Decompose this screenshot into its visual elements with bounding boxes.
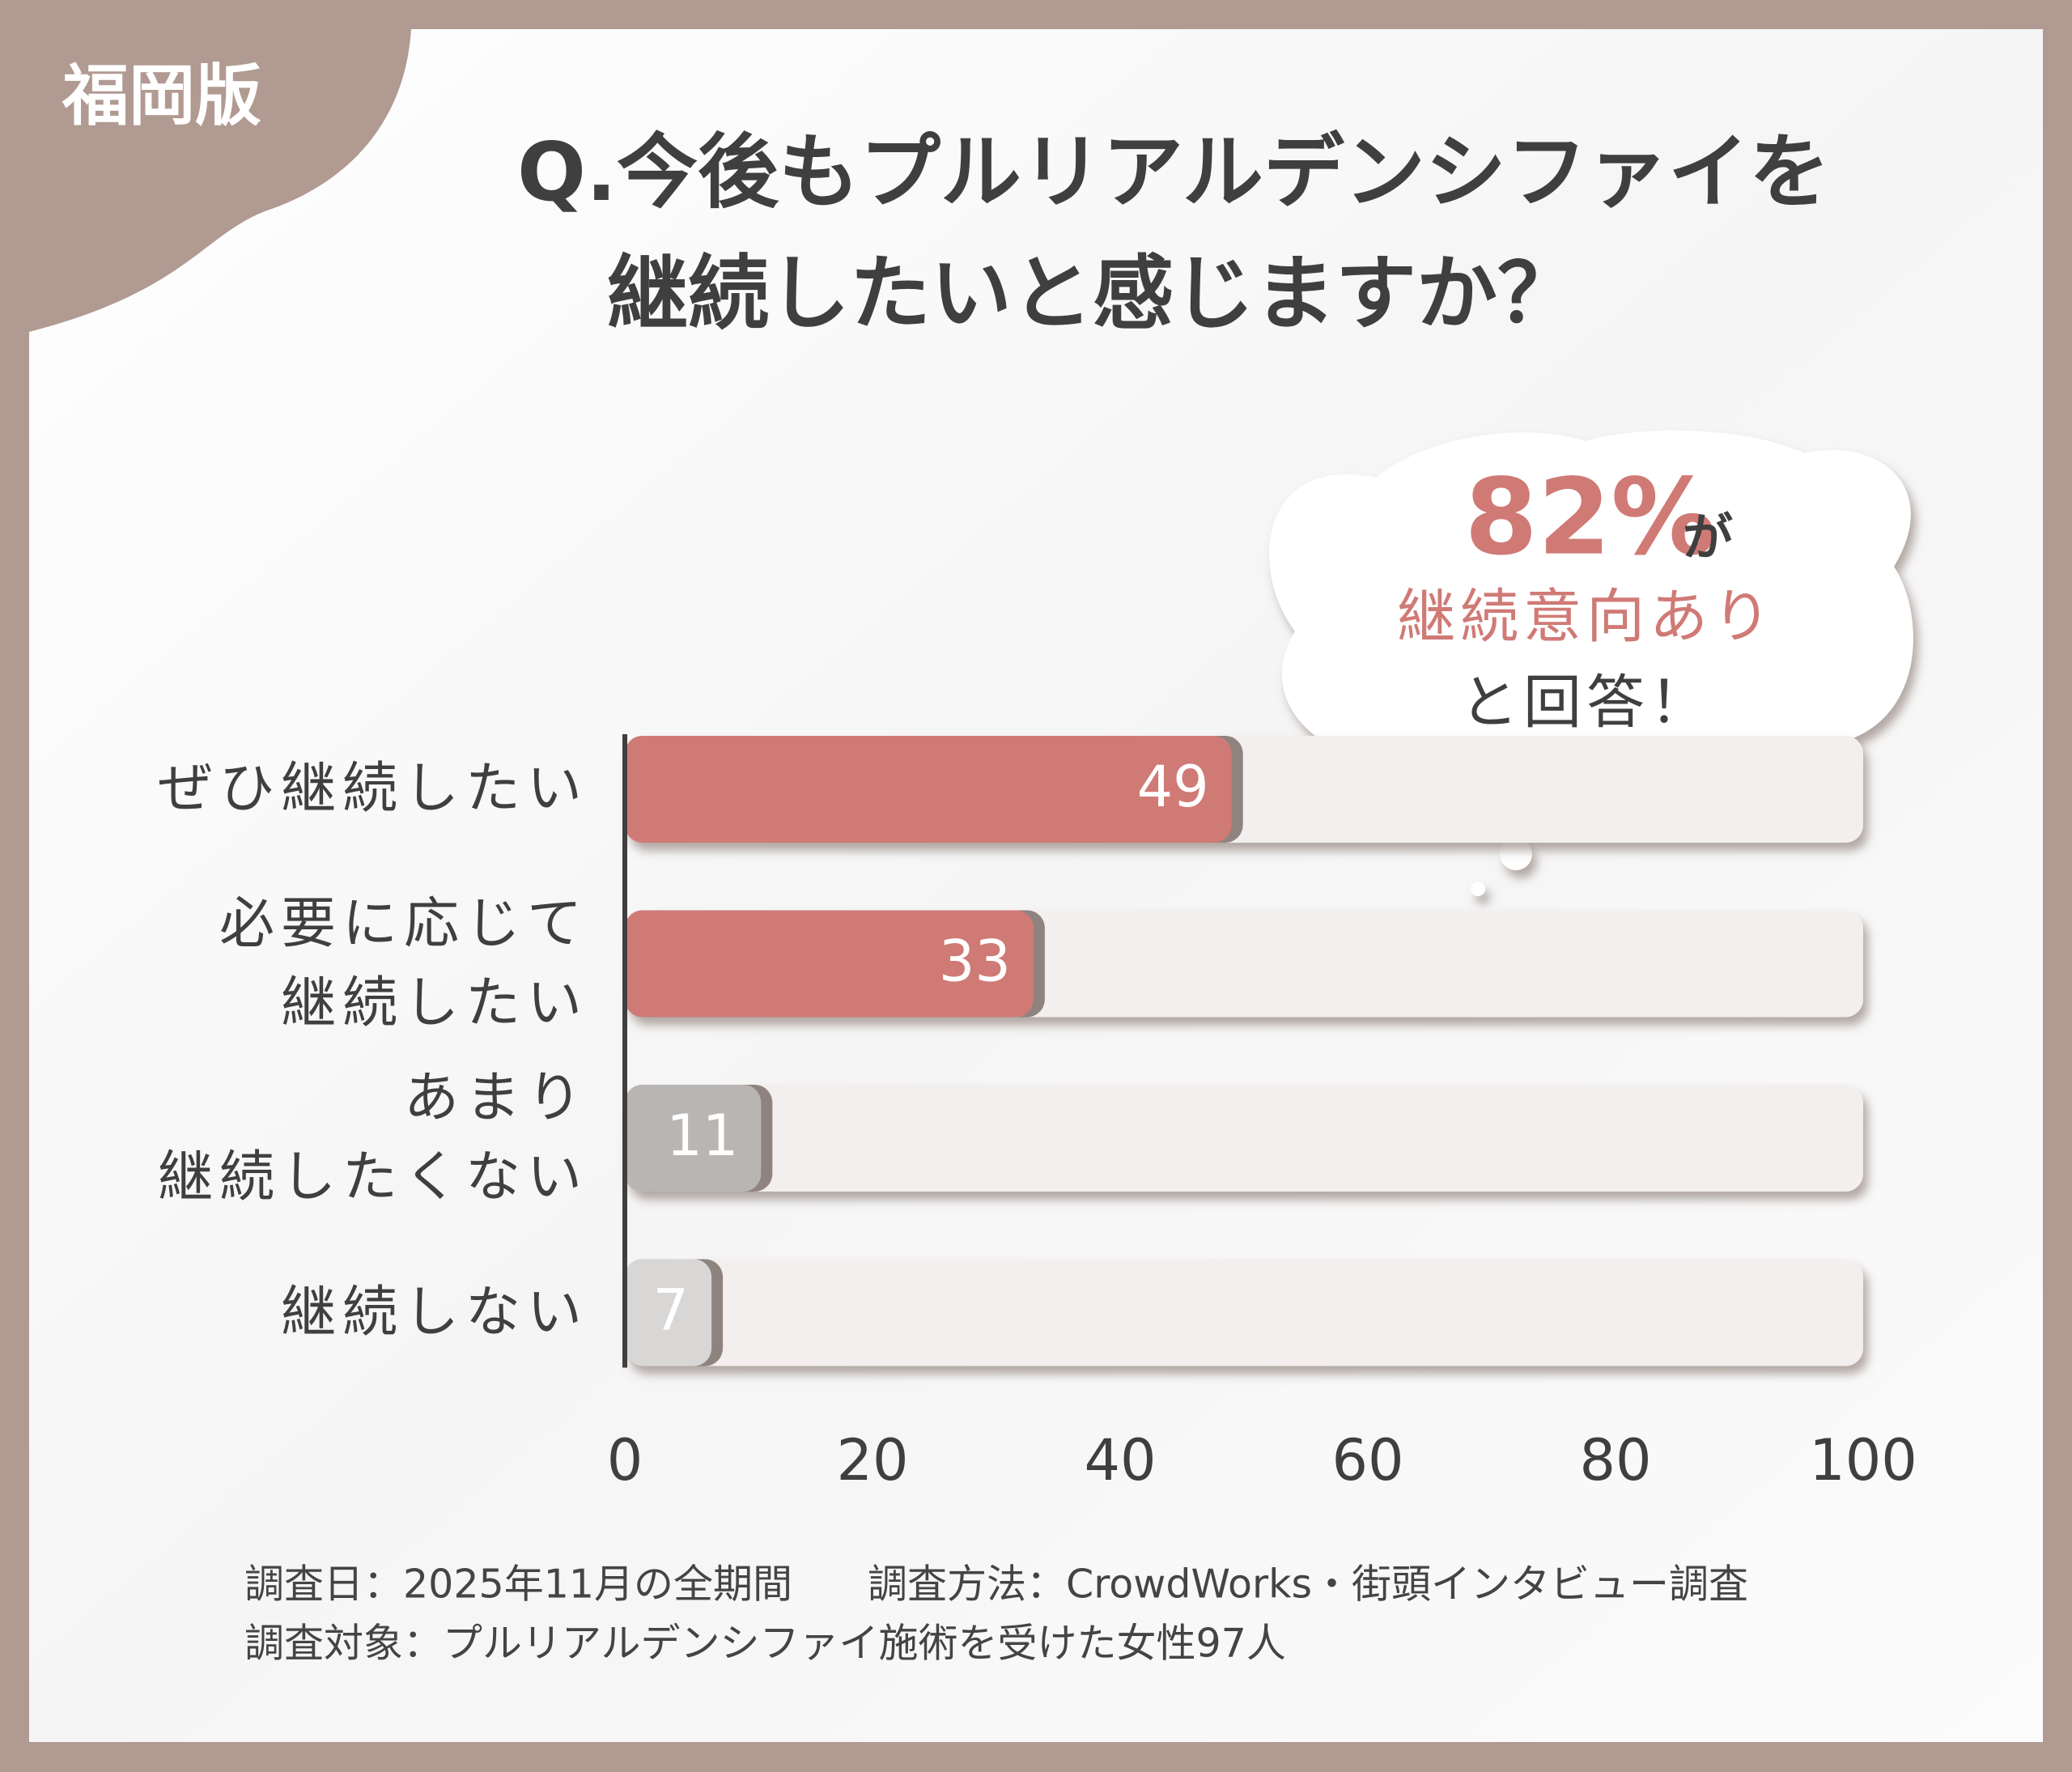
bar bbox=[625, 1085, 762, 1192]
callout-line3: と回答！ bbox=[1460, 669, 1713, 737]
bar bbox=[625, 1259, 712, 1366]
bar bbox=[625, 910, 1034, 1018]
badge-shape bbox=[29, 29, 411, 332]
callout-suffix: が bbox=[1683, 508, 1733, 567]
value-label: 49 bbox=[1137, 754, 1209, 820]
category-label: ぜひ継続したい bbox=[157, 757, 588, 821]
category-label: あまり 継続したくない bbox=[157, 1066, 588, 1209]
value-label: 33 bbox=[939, 928, 1011, 995]
track bbox=[625, 1085, 1863, 1192]
footer-target: 調査対象：プルリアルデンシファイ施術を受けた女性97人 bbox=[244, 1621, 1286, 1667]
x-tick-label: 20 bbox=[836, 1427, 908, 1494]
x-tick-label: 40 bbox=[1084, 1427, 1156, 1494]
callout bbox=[1269, 430, 1913, 896]
footer-date: 調査日：2025年11月の全期間 bbox=[244, 1562, 792, 1608]
chart-title: Q.今後もプルリアルデンシファイを継続したいと感じますか？ bbox=[517, 125, 1830, 341]
x-tick-label: 60 bbox=[1331, 1427, 1403, 1494]
footer-method: 調査方法：CrowdWorks・街頭インタビュー調査 bbox=[868, 1562, 1748, 1608]
category-label: 必要に応じて 継続したい bbox=[219, 891, 588, 1035]
badge-text: 福岡版 bbox=[62, 57, 261, 134]
value-label: 7 bbox=[653, 1277, 690, 1344]
callout-dot bbox=[1500, 838, 1532, 870]
track bbox=[625, 1259, 1863, 1366]
category-label: 継続しない bbox=[280, 1280, 588, 1345]
value-label: 11 bbox=[666, 1103, 738, 1169]
panel bbox=[29, 29, 2043, 1742]
callout-highlight: 82% bbox=[1464, 456, 1716, 579]
callout-dot bbox=[1471, 882, 1485, 896]
x-tick-label: 100 bbox=[1809, 1427, 1917, 1494]
bar bbox=[625, 736, 1232, 843]
callout-line2: 継続意向あり bbox=[1397, 583, 1776, 651]
x-tick-label: 0 bbox=[607, 1427, 643, 1494]
x-tick-label: 80 bbox=[1579, 1427, 1651, 1494]
callout-bubble bbox=[1269, 430, 1913, 814]
